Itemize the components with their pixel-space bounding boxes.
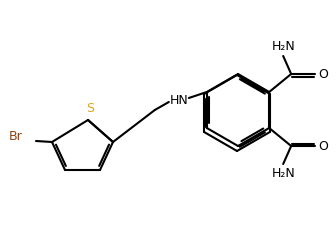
Text: S: S (86, 102, 94, 115)
Text: HN: HN (169, 94, 188, 106)
Text: H₂N: H₂N (271, 167, 295, 180)
Text: O: O (318, 140, 328, 153)
Text: Br: Br (8, 131, 22, 143)
Text: H₂N: H₂N (271, 40, 295, 53)
Text: O: O (318, 67, 328, 81)
